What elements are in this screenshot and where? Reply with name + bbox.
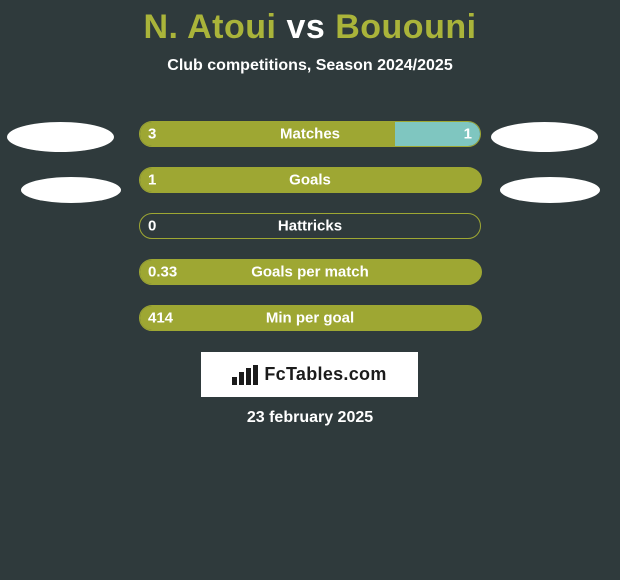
subtitle: Club competitions, Season 2024/2025: [0, 57, 620, 75]
bar-left: [140, 168, 482, 192]
page-title: N. Atoui vs Bououni: [0, 0, 620, 47]
brand-text: FcTables.com: [264, 364, 386, 385]
bar-left: [140, 260, 482, 284]
value-left: 414: [148, 310, 173, 327]
bar-track: Matches31: [139, 121, 481, 147]
player-left-name: N. Atoui: [143, 8, 286, 46]
bar-track: Hattricks0: [139, 213, 481, 239]
bar-track: Goals per match0.33: [139, 259, 481, 285]
date-label: 23 february 2025: [0, 409, 620, 427]
player-photo-placeholder: [7, 122, 114, 152]
player-photo-placeholder: [21, 177, 121, 203]
brand-badge: FcTables.com: [201, 352, 418, 397]
comparison-infographic: N. Atoui vs Bououni Club competitions, S…: [0, 0, 620, 580]
stat-row: Hattricks0: [0, 203, 620, 249]
fctables-bars-icon: [232, 365, 258, 385]
value-left: 1: [148, 172, 156, 189]
bar-left: [140, 122, 397, 146]
value-left: 3: [148, 126, 156, 143]
value-left: 0.33: [148, 264, 177, 281]
bar-left: [140, 306, 482, 330]
player-right-name: Bououni: [325, 8, 476, 46]
value-left: 0: [148, 218, 156, 235]
value-right: 1: [464, 126, 472, 143]
stat-label: Hattricks: [140, 218, 480, 235]
stat-row: Goals per match0.33: [0, 249, 620, 295]
player-photo-placeholder: [491, 122, 598, 152]
vs-separator: vs: [286, 8, 325, 46]
bar-track: Goals1: [139, 167, 481, 193]
player-photo-placeholder: [500, 177, 600, 203]
bar-track: Min per goal414: [139, 305, 481, 331]
stat-row: Min per goal414: [0, 295, 620, 341]
